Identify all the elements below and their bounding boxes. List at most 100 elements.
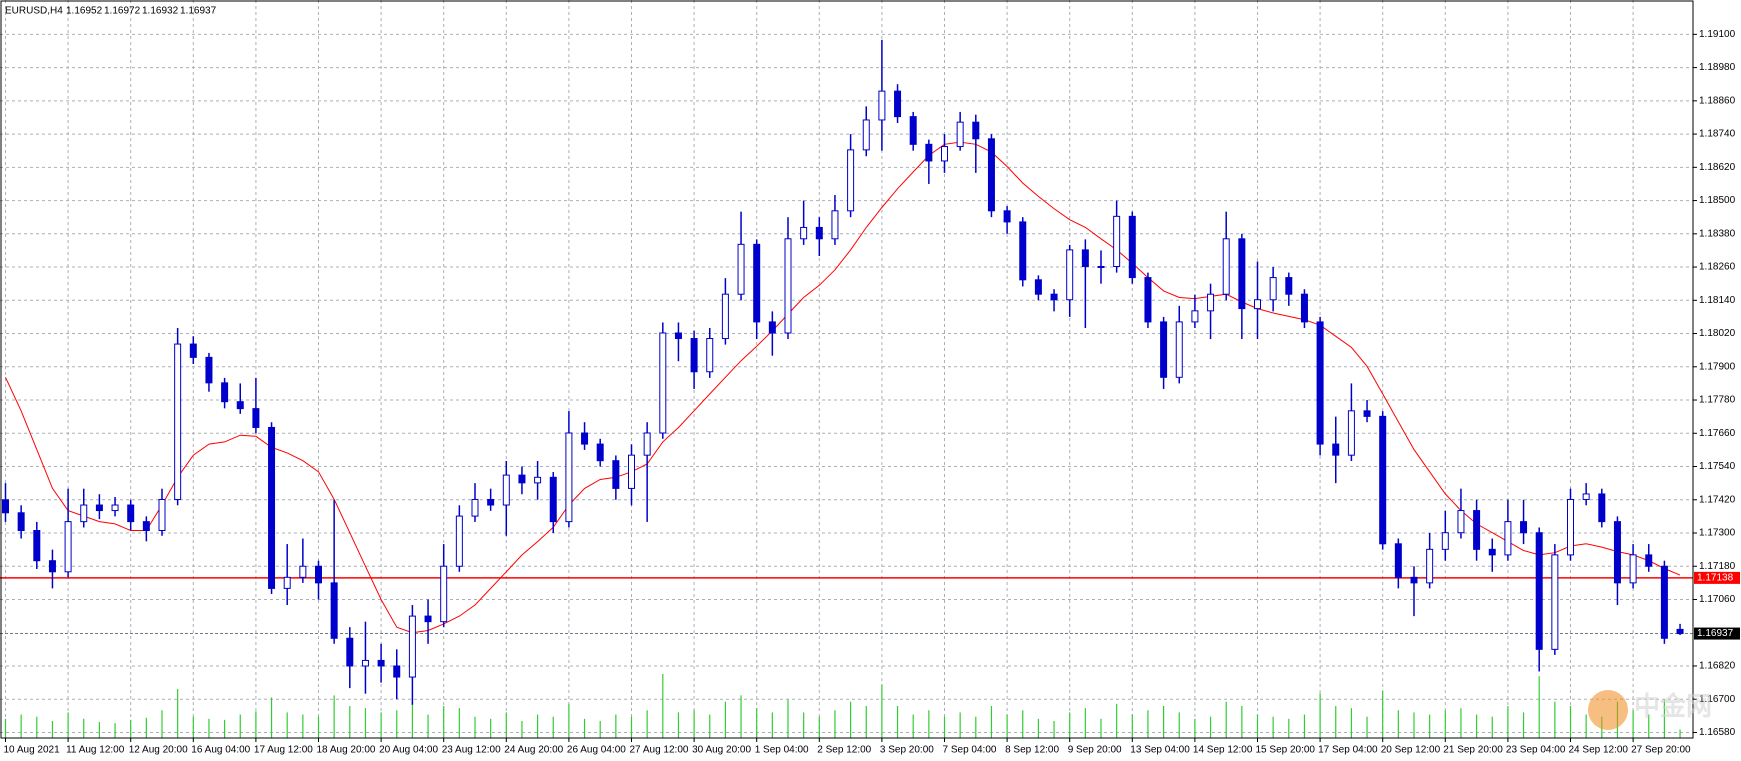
x-tick-label: 20 Aug 04:00 xyxy=(379,745,438,756)
candle-body xyxy=(1394,543,1402,578)
ohlc-low: 1.16932 xyxy=(142,6,179,17)
candle-body xyxy=(205,356,213,384)
candle-body xyxy=(909,116,917,145)
candle-body xyxy=(737,243,745,295)
candle-body xyxy=(1160,321,1168,378)
candle-body xyxy=(1050,293,1058,301)
candle-body xyxy=(502,474,510,506)
x-tick-label: 17 Aug 12:00 xyxy=(254,745,313,756)
candle-body xyxy=(158,498,166,532)
candle-body xyxy=(1660,565,1668,639)
x-tick-label: 13 Sep 04:00 xyxy=(1130,745,1190,756)
candle-body xyxy=(189,343,197,358)
y-tick-label: 1.18860 xyxy=(1699,95,1736,106)
candle-body xyxy=(1222,238,1230,295)
y-tick-label: 1.17180 xyxy=(1699,561,1736,572)
x-tick-label: 21 Sep 20:00 xyxy=(1443,745,1503,756)
x-tick-label: 27 Sep 20:00 xyxy=(1631,745,1691,756)
y-tick-label: 1.17300 xyxy=(1699,528,1736,539)
y-tick-label: 1.18380 xyxy=(1699,228,1736,239)
header: EURUSD,H4 1.16952 1.16972 1.16932 1.1693… xyxy=(5,6,217,17)
candle-body xyxy=(1551,554,1559,650)
candle-body xyxy=(1316,321,1324,445)
x-tick-label: 27 Aug 12:00 xyxy=(630,745,689,756)
candle-body xyxy=(283,576,291,589)
x-tick-label: 15 Sep 20:00 xyxy=(1256,745,1316,756)
candle-body xyxy=(1081,249,1089,267)
y-tick-label: 1.18140 xyxy=(1699,295,1736,306)
candle-body xyxy=(174,343,182,500)
candle-body xyxy=(80,504,88,523)
candle-body xyxy=(1473,510,1481,550)
candle-body xyxy=(142,521,150,532)
candle-body xyxy=(1066,249,1074,301)
price-label: 1.16937 xyxy=(1697,628,1734,639)
x-tick-label: 20 Sep 12:00 xyxy=(1381,745,1441,756)
candle-body xyxy=(330,582,338,639)
ohlc-close: 1.16937 xyxy=(180,6,217,17)
y-tick-label: 1.16700 xyxy=(1699,694,1736,705)
y-tick-label: 1.19100 xyxy=(1699,29,1736,40)
candle-body xyxy=(424,615,432,623)
candle-body xyxy=(1128,215,1136,279)
candle-body xyxy=(1207,293,1215,312)
candle-body xyxy=(565,432,573,523)
candle-body xyxy=(878,90,886,121)
candle-body xyxy=(643,432,651,456)
plot-frame xyxy=(0,0,1694,739)
candle-body xyxy=(1175,321,1183,378)
y-tick-label: 1.17060 xyxy=(1699,594,1736,605)
candle-body xyxy=(1613,521,1621,584)
candle-body xyxy=(972,121,980,140)
candle-body xyxy=(612,460,620,489)
candle-body xyxy=(1300,293,1308,323)
candle-body xyxy=(377,659,385,667)
candle-body xyxy=(674,332,682,340)
x-tick-label: 14 Sep 12:00 xyxy=(1193,745,1253,756)
x-tick-label: 1 Sep 04:00 xyxy=(755,745,809,756)
ohlc-open: 1.16952 xyxy=(66,6,103,17)
x-tick-label: 2 Sep 12:00 xyxy=(817,745,871,756)
candle-body xyxy=(862,119,870,151)
candle-body xyxy=(534,476,542,484)
x-tick-label: 3 Sep 20:00 xyxy=(880,745,934,756)
candle-body xyxy=(346,637,354,667)
candle-body xyxy=(361,659,369,667)
y-tick-label: 1.18020 xyxy=(1699,328,1736,339)
candle-body xyxy=(1567,498,1574,556)
candle-body xyxy=(956,121,964,148)
candle-body xyxy=(596,443,604,462)
candle-body xyxy=(95,504,103,512)
candle-body xyxy=(455,515,463,567)
candle-body xyxy=(581,432,589,445)
candle-body xyxy=(1003,210,1011,223)
candle-body xyxy=(1097,266,1105,268)
y-tick-label: 1.17900 xyxy=(1699,361,1736,372)
x-tick-label: 7 Sep 04:00 xyxy=(943,745,997,756)
candle-body xyxy=(941,146,948,162)
x-tick-label: 18 Aug 20:00 xyxy=(317,745,376,756)
candle-body xyxy=(706,338,714,373)
candle-body xyxy=(1520,521,1528,534)
candle-body xyxy=(408,615,416,678)
candle-body xyxy=(549,476,557,523)
x-tick-label: 17 Sep 04:00 xyxy=(1318,745,1378,756)
watermark-text: 中金网 xyxy=(1634,691,1712,721)
x-tick-label: 12 Aug 20:00 xyxy=(129,745,188,756)
y-tick-label: 1.18500 xyxy=(1699,195,1736,206)
y-tick-label: 1.16820 xyxy=(1699,661,1736,672)
candle-body xyxy=(1019,221,1027,281)
candle-body xyxy=(48,560,56,573)
y-tick-label: 1.17420 xyxy=(1699,494,1736,505)
candle-body xyxy=(1254,299,1261,310)
candle-body xyxy=(1582,493,1590,500)
candle-body xyxy=(127,504,135,523)
candle-body xyxy=(784,238,792,334)
x-tick-label: 11 Aug 12:00 xyxy=(66,745,125,756)
candle-body xyxy=(1332,443,1340,456)
candle-body xyxy=(1426,548,1434,584)
candle-body xyxy=(753,243,761,323)
candle-body xyxy=(471,498,479,517)
